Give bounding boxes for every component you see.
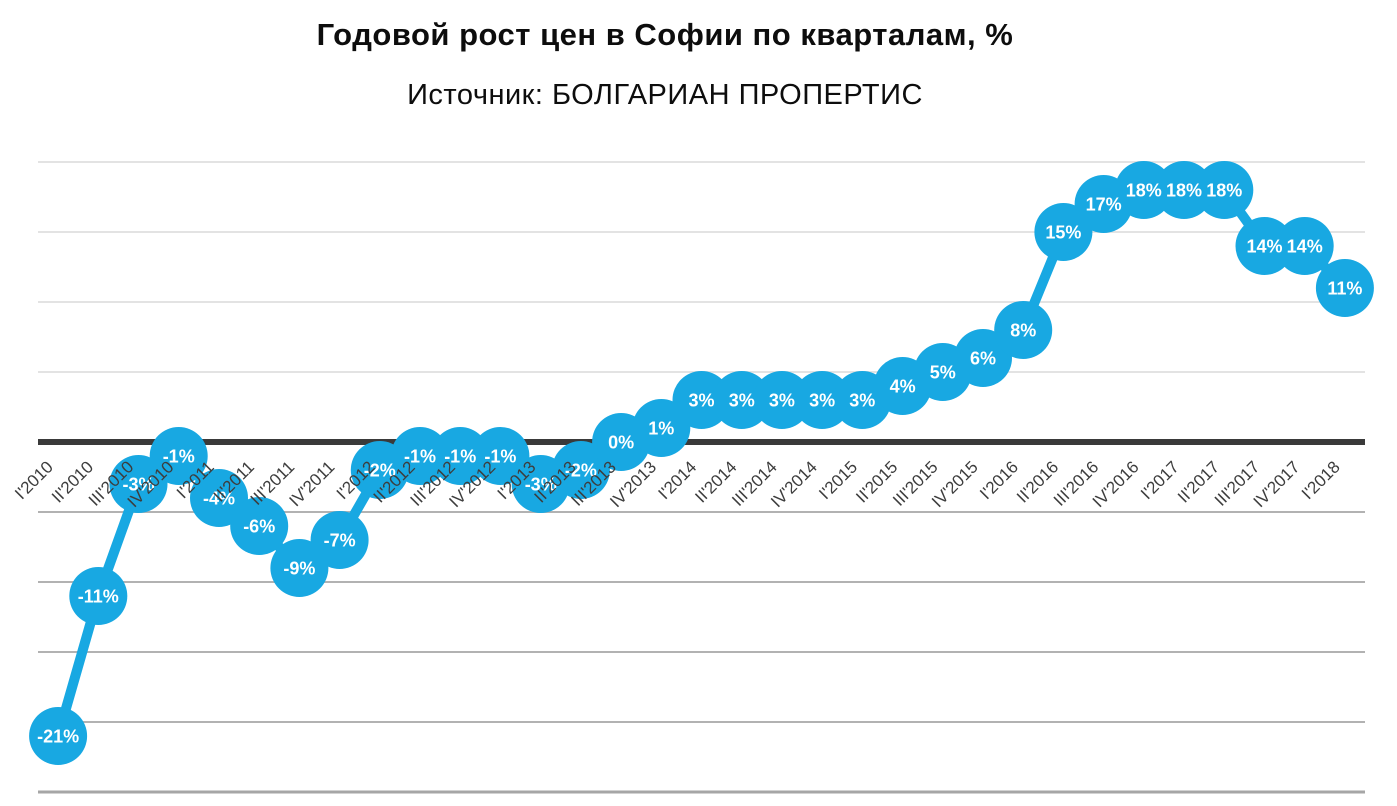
data-point-label: 15% [1045, 223, 1081, 243]
data-point-label: -6% [243, 517, 275, 537]
data-point [69, 567, 128, 625]
data-point-label: 17% [1086, 195, 1122, 215]
data-point-label: 3% [769, 391, 795, 411]
data-point-label: 18% [1206, 181, 1242, 201]
data-point-label: 18% [1126, 181, 1162, 201]
chart-subtitle: Источник: БОЛГАРИАН ПРОПЕРТИС [407, 79, 923, 111]
data-point-label: -1% [444, 447, 476, 467]
data-point [793, 371, 852, 429]
data-point-label: 0% [608, 433, 634, 453]
data-point-label: -3% [525, 475, 557, 495]
data-point [994, 301, 1053, 359]
data-point-label: -9% [283, 559, 315, 579]
data-point-label: 6% [970, 349, 996, 369]
data-point [1034, 203, 1093, 261]
data-point-label: 18% [1166, 181, 1202, 201]
data-point-label: 14% [1287, 237, 1323, 257]
data-point-label: 5% [930, 363, 956, 383]
data-point-label: 3% [809, 391, 835, 411]
data-point [310, 511, 369, 569]
data-point [230, 497, 289, 555]
data-point [109, 455, 168, 513]
data-point [632, 399, 691, 457]
data-point-label: -1% [404, 447, 436, 467]
data-point [1155, 161, 1213, 219]
data-point [752, 371, 811, 429]
data-point-label: 3% [849, 391, 875, 411]
data-point-label: 4% [890, 377, 916, 397]
chart-title: Годовой рост цен в Софии по кварталам, % [316, 17, 1014, 52]
data-point [954, 329, 1012, 387]
data-point [391, 427, 449, 485]
data-point-label: -7% [324, 531, 356, 551]
x-axis-label: IV'2011 [285, 457, 338, 510]
data-point-label: 3% [688, 391, 714, 411]
data-point-label: 14% [1246, 237, 1282, 257]
data-point [1195, 161, 1254, 219]
data-point-label: -1% [163, 447, 195, 467]
data-point-label: -21% [37, 727, 79, 747]
data-point [551, 441, 610, 499]
data-point [672, 371, 731, 429]
data-point [149, 427, 208, 485]
data-point [471, 427, 530, 485]
price-line [53, 185, 1350, 741]
data-point-label: -4% [203, 489, 235, 509]
data-point [29, 707, 88, 765]
data-point-label: -11% [78, 587, 119, 607]
data-point [1315, 259, 1374, 317]
data-point-label: -2% [565, 461, 597, 481]
data-point [431, 427, 490, 485]
data-point-label: 8% [1010, 321, 1036, 341]
data-point [270, 539, 329, 597]
data-point-label: -2% [364, 461, 396, 481]
data-point-label: -3% [122, 475, 154, 495]
data-point-label: 3% [729, 391, 755, 411]
data-point [712, 371, 771, 429]
data-point [1114, 161, 1173, 219]
data-point-label: -1% [484, 447, 516, 467]
x-axis-label: I'2018 [1298, 457, 1344, 503]
data-point-label: 11% [1327, 279, 1362, 299]
data-point [1235, 217, 1294, 275]
data-point-label: 1% [648, 419, 674, 439]
data-point [1275, 217, 1334, 275]
data-point [190, 469, 248, 527]
